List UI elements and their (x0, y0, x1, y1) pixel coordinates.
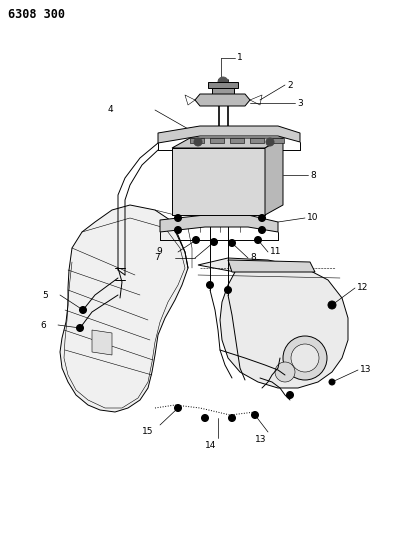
Text: 7: 7 (154, 254, 160, 262)
Text: 14: 14 (205, 440, 216, 449)
Polygon shape (158, 126, 300, 143)
Circle shape (175, 405, 182, 411)
Circle shape (218, 77, 228, 87)
Circle shape (259, 227, 266, 233)
Polygon shape (172, 138, 283, 148)
Circle shape (259, 214, 266, 222)
Circle shape (206, 281, 213, 288)
Text: 2: 2 (287, 80, 293, 90)
Text: 13: 13 (360, 366, 372, 375)
Circle shape (211, 238, 217, 246)
Text: 1: 1 (237, 53, 243, 62)
Circle shape (291, 344, 319, 372)
Polygon shape (92, 330, 112, 355)
Polygon shape (208, 82, 238, 88)
Circle shape (286, 392, 293, 399)
Text: 5: 5 (42, 290, 48, 300)
Circle shape (329, 379, 335, 385)
Circle shape (194, 138, 202, 146)
Circle shape (328, 301, 336, 309)
Text: 6: 6 (40, 320, 46, 329)
Circle shape (80, 306, 86, 313)
Polygon shape (198, 258, 348, 388)
Text: 10: 10 (307, 214, 319, 222)
Polygon shape (270, 138, 284, 143)
Polygon shape (60, 205, 188, 412)
Text: 15: 15 (142, 427, 153, 437)
Text: 3: 3 (297, 99, 303, 108)
Polygon shape (210, 138, 224, 143)
Circle shape (193, 237, 200, 244)
Text: 8: 8 (310, 171, 316, 180)
Circle shape (175, 227, 182, 233)
Polygon shape (265, 138, 283, 215)
Polygon shape (160, 215, 278, 232)
Text: 11: 11 (270, 247, 282, 256)
Polygon shape (250, 138, 264, 143)
Polygon shape (228, 260, 315, 272)
Polygon shape (195, 94, 250, 106)
Circle shape (202, 415, 208, 422)
Circle shape (77, 325, 84, 332)
Circle shape (228, 239, 235, 246)
Polygon shape (230, 138, 244, 143)
Text: 13: 13 (255, 435, 266, 445)
Text: 8: 8 (250, 254, 256, 262)
Polygon shape (172, 148, 265, 215)
Text: 9: 9 (156, 247, 162, 256)
Circle shape (266, 138, 274, 146)
Polygon shape (212, 88, 234, 94)
Text: 6308 300: 6308 300 (8, 8, 65, 21)
Circle shape (228, 415, 235, 422)
Polygon shape (190, 138, 204, 143)
Text: 12: 12 (357, 284, 368, 293)
Circle shape (175, 214, 182, 222)
Circle shape (283, 336, 327, 380)
Circle shape (255, 237, 262, 244)
Circle shape (251, 411, 259, 418)
Circle shape (275, 362, 295, 382)
Circle shape (224, 287, 231, 294)
Text: 4: 4 (108, 106, 113, 115)
